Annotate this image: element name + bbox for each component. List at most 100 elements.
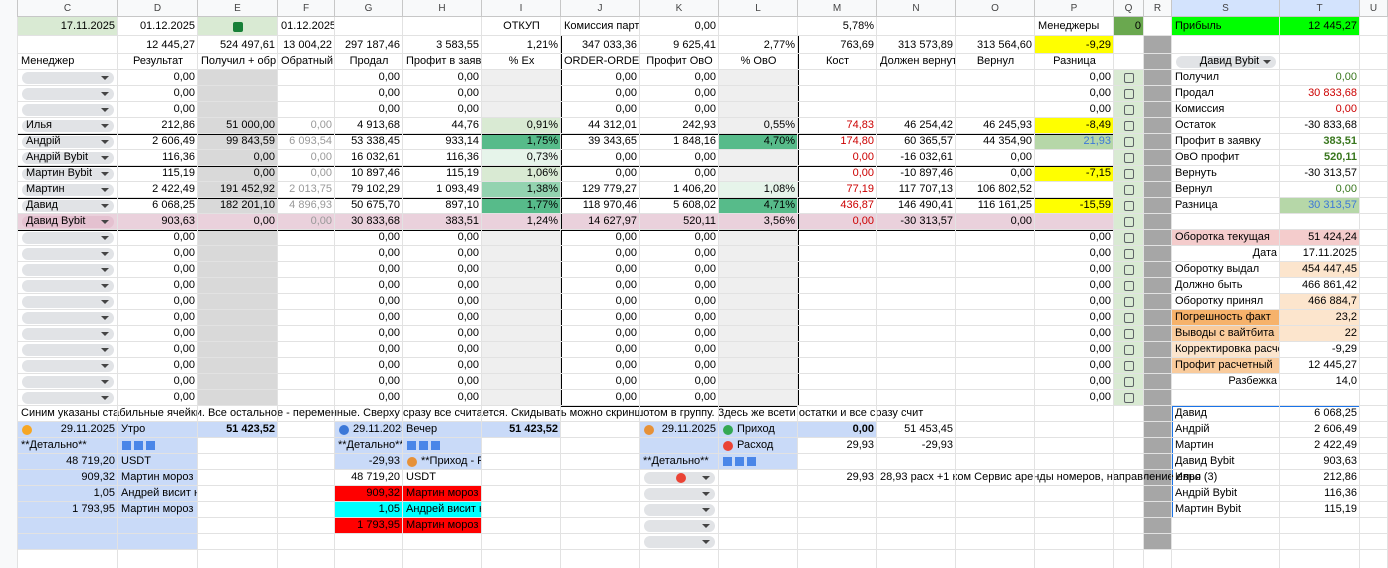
checkbox[interactable] [1124, 249, 1134, 259]
cell-text: 48 719,20 [66, 455, 115, 467]
checkbox[interactable] [1124, 393, 1134, 403]
column-header[interactable]: P [1035, 0, 1114, 17]
column-header[interactable]: U [1360, 0, 1388, 17]
cell-text: 0,00 [1335, 71, 1357, 83]
checkbox[interactable] [1124, 233, 1134, 243]
cell-text: 0,00 [310, 151, 332, 163]
cell-text: 0,00 [615, 375, 637, 387]
dropdown-chip[interactable] [22, 72, 114, 84]
checkbox[interactable] [1124, 185, 1134, 195]
cell-fill [278, 214, 335, 230]
dropdown-chip[interactable] [22, 328, 114, 340]
cell-text: 0,00 [1089, 247, 1111, 259]
border-line [18, 293, 1388, 294]
checkbox[interactable] [1124, 345, 1134, 355]
dropdown-chip[interactable] [1176, 56, 1276, 68]
dropdown-chip[interactable] [22, 296, 114, 308]
dropdown-chip[interactable] [22, 376, 114, 388]
dropdown-chip[interactable] [22, 248, 114, 260]
checkbox[interactable] [1124, 377, 1134, 387]
column-header[interactable]: G [335, 0, 403, 17]
cell-fill [798, 422, 877, 438]
column-header[interactable]: I [482, 0, 561, 17]
dropdown-chip[interactable] [22, 312, 114, 324]
cell-fill [719, 150, 798, 166]
column-header[interactable]: K [640, 0, 719, 17]
cell-fill [1144, 342, 1172, 358]
cell-fill [198, 422, 278, 438]
dropdown-chip[interactable] [22, 152, 114, 164]
cell-text: 0,00 [694, 359, 716, 371]
cell-text: 0,00 [694, 231, 716, 243]
dropdown-chip[interactable] [22, 168, 114, 180]
checkbox[interactable] [1124, 169, 1134, 179]
cell-text: 0,00 [1089, 71, 1111, 83]
column-header[interactable]: T [1280, 0, 1360, 17]
dropdown-chip[interactable] [22, 120, 114, 132]
column-header[interactable]: M [798, 0, 877, 17]
column-header[interactable]: Q [1114, 0, 1144, 17]
checkbox[interactable] [1124, 201, 1134, 211]
dropdown-chip[interactable] [644, 504, 715, 516]
dropdown-chip[interactable] [22, 392, 114, 404]
column-header[interactable]: N [877, 0, 956, 17]
cell-fill [1114, 230, 1144, 246]
cell-text: 46 254,42 [904, 119, 953, 131]
dropdown-chip[interactable] [22, 232, 114, 244]
checkbox[interactable] [1124, 153, 1134, 163]
column-header[interactable]: S [1172, 0, 1280, 17]
checkbox[interactable] [1124, 105, 1134, 115]
dropdown-chip[interactable] [22, 104, 114, 116]
column-header[interactable]: R [1144, 0, 1172, 17]
checkbox[interactable] [1124, 313, 1134, 323]
cell-text: 0,00 [310, 215, 332, 227]
cell-text: 0,00 [1010, 167, 1032, 179]
dropdown-chip[interactable] [22, 136, 114, 148]
column-header[interactable]: F [278, 0, 335, 17]
checkbox[interactable] [1124, 329, 1134, 339]
column-header[interactable]: L [719, 0, 798, 17]
cell-text: 0,00 [173, 247, 195, 259]
cell-text: 51 423,52 [509, 423, 558, 435]
dropdown-chip[interactable] [644, 520, 715, 532]
dropdown-chip[interactable] [22, 344, 114, 356]
cell-text: Мартин Bybit [26, 167, 93, 179]
column-header[interactable]: H [403, 0, 482, 17]
dropdown-chip[interactable] [22, 216, 114, 228]
cell-text: Вернуть [1175, 167, 1217, 179]
column-header[interactable]: E [198, 0, 278, 17]
checkbox[interactable] [1124, 361, 1134, 371]
column-header[interactable]: D [118, 0, 198, 17]
cell-fill [719, 166, 798, 182]
dropdown-chip[interactable] [644, 488, 715, 500]
dropdown-chip[interactable] [22, 184, 114, 196]
dropdown-chip[interactable] [22, 200, 114, 212]
checkbox[interactable] [1124, 265, 1134, 275]
checkbox[interactable] [1124, 281, 1134, 291]
cell-fill [18, 502, 118, 518]
border-line [18, 517, 1388, 518]
checkbox[interactable] [1124, 73, 1134, 83]
cell-text: 0,00 [173, 391, 195, 403]
dropdown-chip[interactable] [22, 88, 114, 100]
column-header[interactable]: O [956, 0, 1035, 17]
dropdown-chip[interactable] [22, 264, 114, 276]
cell-text: 909,32 [81, 471, 115, 483]
border-line [1143, 17, 1144, 568]
column-header[interactable]: C [18, 0, 118, 17]
cell-fill [1144, 422, 1172, 438]
dropdown-chip[interactable] [22, 360, 114, 372]
dropdown-chip[interactable] [644, 536, 715, 548]
cell-text: Результат [132, 55, 184, 67]
checkbox[interactable] [1124, 137, 1134, 147]
column-header[interactable]: J [561, 0, 640, 17]
dropdown-arrow [101, 220, 109, 224]
checkbox[interactable] [1124, 121, 1134, 131]
cell-text: 0,00 [1089, 375, 1111, 387]
cell-fill [482, 422, 561, 438]
checkbox[interactable] [233, 21, 243, 32]
checkbox[interactable] [1124, 217, 1134, 227]
dropdown-chip[interactable] [22, 280, 114, 292]
checkbox[interactable] [1124, 297, 1134, 307]
checkbox[interactable] [1124, 89, 1134, 99]
